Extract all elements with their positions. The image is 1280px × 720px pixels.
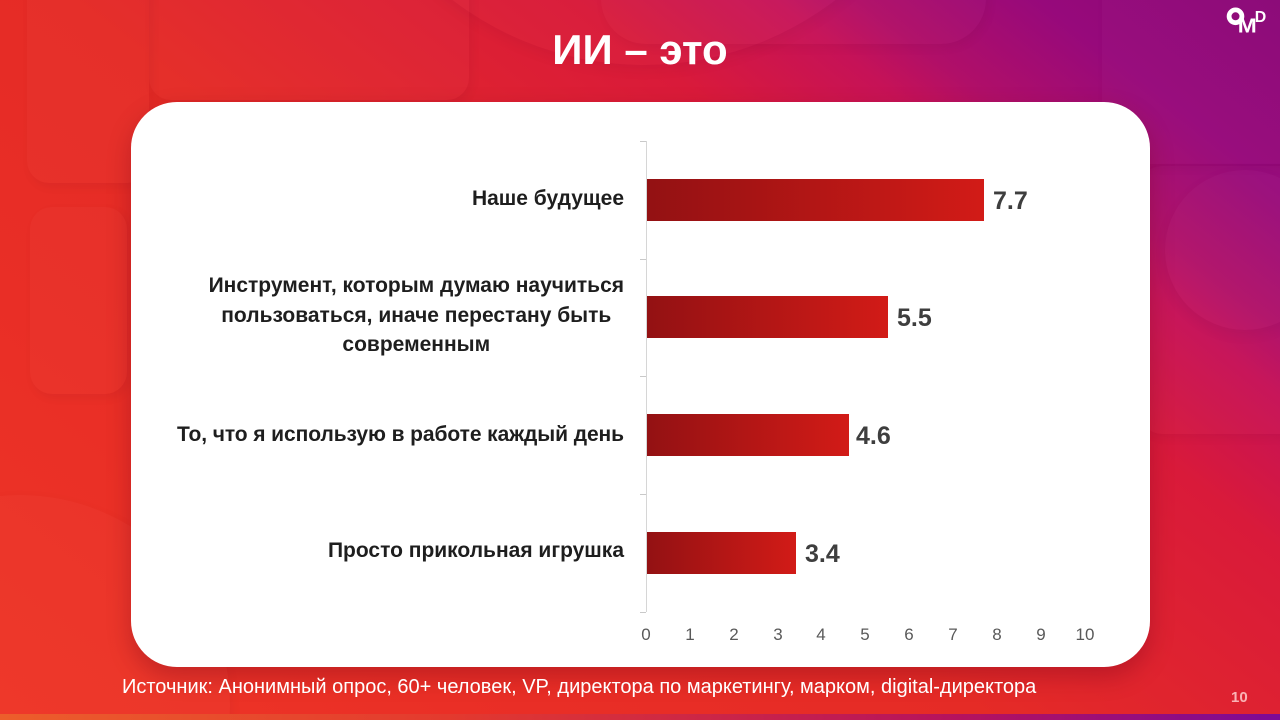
svg-text:M: M — [1238, 15, 1257, 37]
svg-text:D: D — [1255, 9, 1267, 26]
